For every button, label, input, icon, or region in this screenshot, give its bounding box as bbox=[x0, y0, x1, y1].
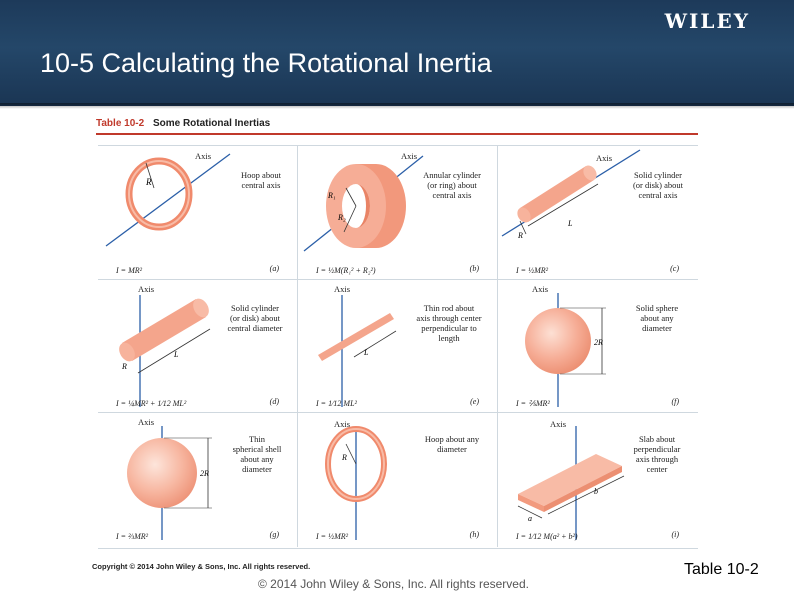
table-cell-f: 2R Axis Solid sphere about any diameter … bbox=[498, 279, 697, 412]
axis-label: Axis bbox=[138, 417, 155, 427]
table-cell-a: R Axis Hoop about central axis I = MR² (… bbox=[98, 146, 297, 279]
cell-letter: (h) bbox=[469, 530, 479, 539]
table-cell-c: R L Axis Solid cylinder (or disk) about … bbox=[498, 146, 697, 279]
length-label: L bbox=[173, 350, 179, 359]
radius-label: R bbox=[145, 177, 152, 187]
length-label: L bbox=[567, 219, 573, 228]
inertia-formula: I = ⅔MR² bbox=[116, 532, 149, 541]
shape-description: Hoop about central axis bbox=[241, 170, 281, 190]
spherical-shell-figure: 2R bbox=[127, 426, 212, 540]
table-cell-g: 2R Axis Thin spherical shell about any d… bbox=[98, 412, 297, 545]
inertia-formula: I = 1⁄12 M(a² + b²) bbox=[516, 532, 578, 541]
shape-description: Hoop about any diameter bbox=[424, 434, 480, 454]
shape-description: Annular cylinder (or ring) about central… bbox=[423, 170, 481, 200]
shape-description: Solid cylinder (or disk) about central a… bbox=[632, 170, 684, 200]
slab-figure: a b bbox=[517, 426, 625, 540]
solid-cylinder-central-diameter-figure: R L bbox=[119, 295, 211, 407]
axis-label: Axis bbox=[401, 151, 418, 161]
axis-label: Axis bbox=[596, 153, 613, 163]
slab-a-label: a bbox=[528, 514, 532, 523]
table-cell-e: L Axis Thin rod about axis through cente… bbox=[298, 279, 497, 412]
length-label: L bbox=[363, 348, 369, 357]
inertia-formula: I = 1⁄12 ML² bbox=[316, 399, 357, 408]
inertia-formula: I = ½M(R₁² + R₂²) bbox=[316, 266, 376, 275]
diameter-label: 2R bbox=[200, 469, 209, 478]
axis-label: Axis bbox=[532, 284, 549, 294]
inertia-formula: I = ⅖MR² bbox=[516, 399, 550, 408]
shape-description: Solid cylinder (or disk) about central d… bbox=[227, 303, 283, 333]
radius-label: R bbox=[517, 231, 523, 240]
table-cell-h: R Axis Hoop about any diameter I = ½MR² … bbox=[298, 412, 497, 545]
table-name: Some Rotational Inertias bbox=[152, 118, 271, 129]
axis-label: Axis bbox=[195, 151, 212, 161]
shape-description: Thin spherical shell about any diameter bbox=[232, 434, 282, 474]
cell-letter: (a) bbox=[269, 264, 279, 273]
table-cell-d: R L Axis Solid cylinder (or disk) about … bbox=[98, 279, 297, 412]
footer-copyright: © 2014 John Wiley & Sons, Inc. All right… bbox=[258, 577, 529, 591]
slide-title: 10-5 Calculating the Rotational Inertia bbox=[40, 48, 492, 78]
outer-radius-label: R₂ bbox=[337, 213, 346, 222]
cell-letter: (e) bbox=[470, 397, 479, 406]
caption-rule bbox=[96, 133, 698, 135]
table-reference: Table 10-2 bbox=[684, 561, 759, 578]
table-copyright: Copyright © 2014 John Wiley & Sons, Inc.… bbox=[92, 562, 311, 571]
solid-sphere-figure: 2R bbox=[525, 293, 606, 407]
cell-letter: (d) bbox=[269, 397, 279, 406]
shape-description: Thin rod about axis through center perpe… bbox=[416, 303, 482, 343]
shape-description: Solid sphere about any diameter bbox=[635, 303, 679, 333]
radius-label: R bbox=[341, 453, 347, 462]
grid-divider bbox=[297, 145, 298, 547]
grid-divider bbox=[497, 145, 498, 547]
slab-b-label: b bbox=[594, 487, 598, 496]
grid-divider bbox=[98, 412, 698, 413]
inner-radius-label: R₁ bbox=[327, 191, 336, 200]
solid-cylinder-central-axis-figure: R L bbox=[501, 149, 641, 240]
table-cell-i: a b Axis Slab about perpendicular axis t… bbox=[498, 412, 697, 545]
cell-letter: (g) bbox=[269, 530, 279, 539]
cell-letter: (i) bbox=[671, 530, 679, 539]
table-number: Table 10-2 bbox=[96, 118, 145, 129]
cell-letter: (f) bbox=[671, 397, 679, 406]
table-cell-b: R₁ R₂ Axis Annular cylinder (or ring) ab… bbox=[298, 146, 497, 279]
axis-label: Axis bbox=[334, 284, 351, 294]
inertia-formula: I = MR² bbox=[116, 266, 143, 275]
cell-letter: (b) bbox=[469, 264, 479, 273]
hoop-diameter-figure: R bbox=[325, 426, 387, 540]
inertia-formula: I = ½MR² bbox=[516, 266, 549, 275]
header-shadow bbox=[0, 103, 794, 109]
axis-label: Axis bbox=[138, 284, 155, 294]
diameter-label: 2R bbox=[594, 338, 603, 347]
annular-cylinder-figure: R₁ R₂ bbox=[303, 155, 424, 252]
grid-divider bbox=[98, 279, 698, 280]
slide-header bbox=[0, 0, 794, 106]
table-caption: Table 10-2 Some Rotational Inertias bbox=[96, 118, 270, 129]
wiley-logo: WILEY bbox=[664, 9, 750, 33]
axis-label: Axis bbox=[550, 419, 567, 429]
inertia-formula: I = ¼MR² + 1⁄12 ML² bbox=[116, 399, 187, 408]
thin-rod-figure: L bbox=[318, 295, 397, 407]
radius-label: R bbox=[121, 362, 127, 371]
shape-description: Slab about perpendicular axis through ce… bbox=[633, 434, 681, 474]
inertia-formula: I = ½MR² bbox=[316, 532, 349, 541]
rotational-inertia-table bbox=[98, 145, 698, 549]
axis-label: Axis bbox=[334, 419, 351, 429]
hoop-central-axis-figure: R bbox=[105, 153, 231, 247]
cell-letter: (c) bbox=[670, 264, 679, 273]
